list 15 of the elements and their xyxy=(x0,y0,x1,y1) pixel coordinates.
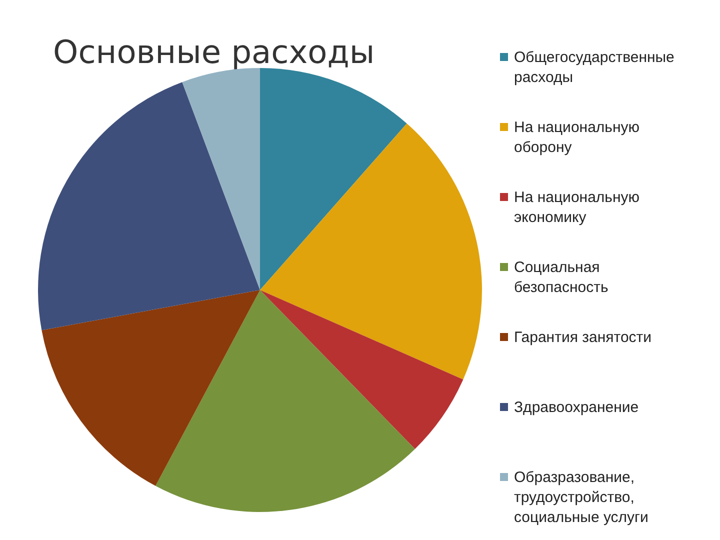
legend-label: Социальная безопасность xyxy=(514,259,608,296)
legend-label: Гарантия занятости xyxy=(514,329,652,346)
legend-label: Образразование, трудоустройство, социальные услуги xyxy=(514,469,648,526)
chart-title: Основные расходы xyxy=(53,33,375,71)
pie-slice xyxy=(42,290,260,486)
legend-label: На национальную оборону xyxy=(514,119,640,156)
pie-slice xyxy=(182,68,260,290)
pie-slice xyxy=(260,123,482,380)
pie-slice xyxy=(156,290,415,512)
legend-label: Здравоохранение xyxy=(514,399,639,416)
legend-label: На национальную экономику xyxy=(514,189,640,226)
pie-slice xyxy=(260,68,407,290)
pie-slice xyxy=(260,290,464,449)
legend-label: Общегосударственные расходы xyxy=(514,49,674,86)
pie-slice xyxy=(38,82,260,330)
